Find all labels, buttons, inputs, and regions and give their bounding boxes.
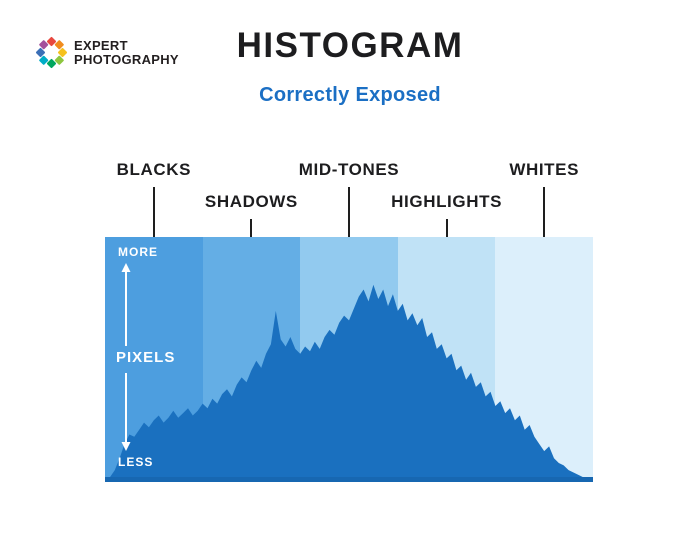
- logo-line2: PHOTOGRAPHY: [74, 51, 179, 67]
- tone-label-whites: WHITES: [509, 160, 580, 179]
- logo-line1: EXPERT: [74, 37, 128, 53]
- tick-shadows: [250, 219, 253, 244]
- axis-label-more: MORE: [118, 245, 158, 259]
- arrow-up-icon: [121, 263, 131, 346]
- logo-text: EXPERT PHOTOGRAPHY: [74, 37, 179, 67]
- tick-whites: [543, 187, 546, 244]
- tick-mid-tones: [348, 187, 350, 244]
- tone-label-shadows: SHADOWS: [204, 192, 298, 211]
- tone-label-highlights: HIGHLIGHTS: [391, 192, 503, 211]
- expert-photography-logo: EXPERT PHOTOGRAPHY: [35, 36, 179, 69]
- axis-label-pixels: PIXELS: [116, 349, 176, 366]
- histogram-plot: [105, 284, 593, 482]
- histogram-chart: MORE PIXELS LESS: [105, 237, 593, 482]
- page-subtitle: Correctly Exposed: [259, 84, 441, 106]
- tick-blacks: [152, 187, 155, 244]
- tick-highlights: [445, 219, 448, 244]
- tone-label-blacks: BLACKS: [116, 160, 192, 179]
- tone-label-mid-tones: MID-TONES: [298, 160, 400, 179]
- arrow-down-icon: [121, 373, 131, 451]
- histogram-baseline: [105, 477, 593, 482]
- page-title: HISTOGRAM: [236, 26, 464, 65]
- histogram-area: [105, 284, 593, 482]
- aperture-color-ring-icon: [35, 36, 68, 69]
- axis-label-less: LESS: [118, 455, 154, 469]
